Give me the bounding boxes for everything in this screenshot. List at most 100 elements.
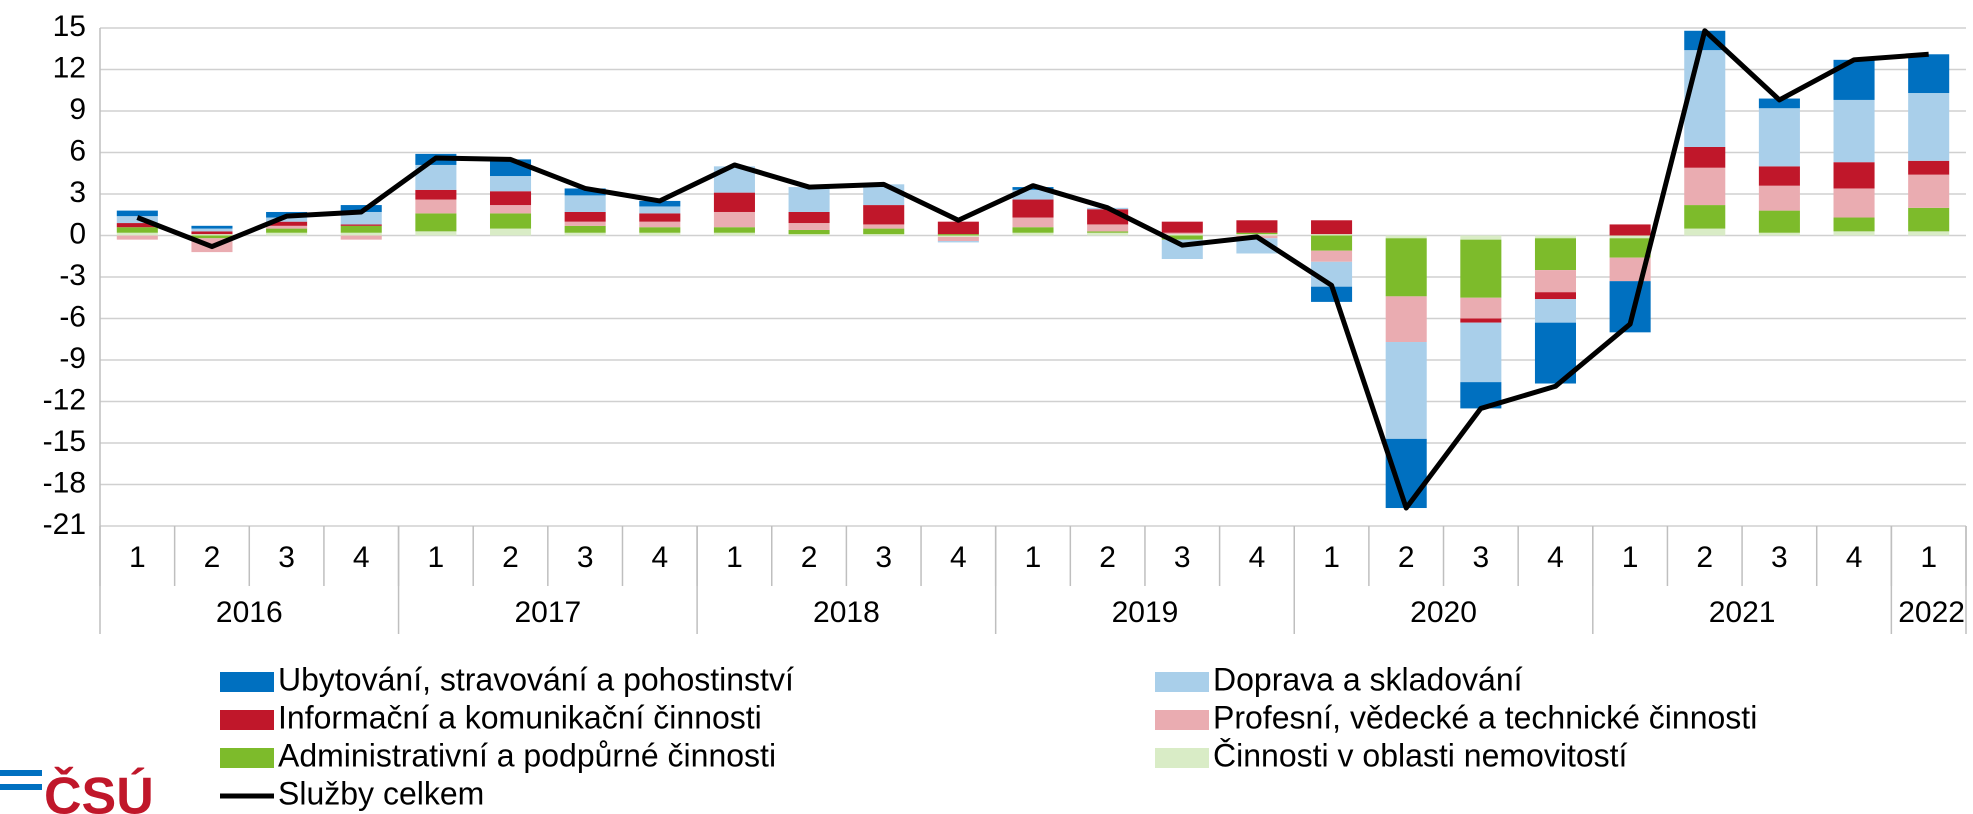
- total-line: [136, 28, 1929, 511]
- x-group-label: 2019: [1112, 596, 1179, 629]
- x-tick-label: 3: [875, 541, 892, 574]
- bar-segment: [489, 213, 532, 229]
- bar-segment: [340, 235, 382, 240]
- x-tick-label: 4: [651, 541, 668, 574]
- x-tick-label: 2: [801, 541, 818, 574]
- x-tick-label: 3: [577, 541, 594, 574]
- bar-segment: [713, 192, 755, 212]
- bar-segment: [191, 231, 233, 235]
- bar-segment: [191, 235, 233, 239]
- bar-segment: [1534, 238, 1577, 271]
- y-tick-label: -18: [43, 466, 86, 499]
- x-tick-label: 3: [1174, 541, 1191, 574]
- bar-segment: [1460, 235, 1502, 240]
- bar-segment: [1684, 50, 1726, 147]
- legend-label: Ubytování, stravování a pohostinství: [278, 661, 794, 697]
- x-tick-label: 1: [1920, 541, 1937, 574]
- bar-segment: [1460, 297, 1502, 319]
- x-tick-label: 3: [1771, 541, 1788, 574]
- bar-segment: [489, 191, 532, 206]
- bar-segment: [1385, 238, 1427, 297]
- x-tick-label: 3: [278, 541, 295, 574]
- bar-segment: [639, 200, 681, 207]
- bar-segment: [1012, 227, 1054, 233]
- bar-segment: [1609, 235, 1651, 239]
- bar-segment: [788, 229, 830, 235]
- bar-segment: [1460, 322, 1502, 383]
- bar-segment: [937, 235, 979, 237]
- y-tick-label: 0: [69, 217, 86, 250]
- bar-segment: [340, 224, 382, 226]
- y-tick-label: 6: [69, 134, 86, 167]
- bar-segment: [1087, 231, 1129, 233]
- bar-segment: [564, 221, 606, 226]
- bar-segment: [1684, 167, 1726, 206]
- bar-segment: [340, 211, 382, 225]
- legend-label: Administrativní a podpůrné činnosti: [278, 737, 776, 773]
- bar-segment: [1236, 220, 1278, 233]
- x-tick-label: 2: [204, 541, 221, 574]
- bar-segment: [1833, 99, 1875, 163]
- bar-segment: [1758, 210, 1800, 233]
- bar-segment: [1684, 146, 1726, 168]
- y-tick-label: -9: [59, 342, 86, 375]
- bar-segment: [1012, 199, 1054, 218]
- bar-segment: [1460, 239, 1502, 298]
- bar-segment: [191, 225, 233, 229]
- bar-segment: [1385, 342, 1427, 439]
- bar-segment: [1908, 160, 1950, 175]
- bar-segment: [564, 211, 606, 222]
- bar-segment: [639, 221, 681, 228]
- bar-segment: [863, 205, 905, 225]
- bar-segment: [1609, 238, 1651, 258]
- x-tick-label: 2: [502, 541, 519, 574]
- bar-segment: [116, 232, 158, 236]
- bar-segment: [1908, 174, 1950, 208]
- bar-segment: [1012, 187, 1054, 190]
- bar-segment: [937, 241, 979, 243]
- x-tick-label: 4: [1249, 541, 1266, 574]
- x-tick-label: 1: [129, 541, 146, 574]
- bar-segment: [415, 213, 457, 232]
- bar-segment: [1684, 228, 1726, 236]
- x-group-label: 2022: [1898, 596, 1965, 629]
- x-tick-label: 1: [1323, 541, 1340, 574]
- x-tick-label: 3: [1472, 541, 1489, 574]
- bar-segment: [1534, 299, 1577, 323]
- bar-segment: [1758, 185, 1800, 211]
- bar-segment: [1161, 232, 1203, 235]
- bar-segment: [1311, 220, 1353, 235]
- y-tick-label: -15: [43, 425, 86, 458]
- x-group-label: 2018: [813, 596, 880, 629]
- bar-segment: [1758, 232, 1800, 236]
- logo-bar: [0, 784, 42, 790]
- bar-segment: [863, 228, 905, 235]
- x-group-label: 2016: [216, 596, 283, 629]
- legend-label: Služby celkem: [278, 775, 484, 811]
- legend-label: Informační a komunikační činnosti: [278, 699, 762, 735]
- bar-segment: [564, 225, 606, 233]
- y-tick-label: -6: [59, 300, 86, 333]
- bar-segment: [1833, 231, 1875, 236]
- bar-segment: [639, 206, 681, 214]
- bar-segment: [415, 199, 457, 214]
- bar-segment: [1161, 235, 1203, 240]
- bar-segment: [1385, 296, 1427, 343]
- bar-segment: [788, 211, 830, 224]
- bar-segment: [564, 232, 606, 236]
- bar-segment: [266, 228, 308, 233]
- legend-swatch: [220, 672, 274, 692]
- legend-swatch: [1155, 710, 1209, 730]
- x-group-label: 2017: [514, 596, 581, 629]
- bar-segment: [1311, 234, 1353, 236]
- y-tick-label: 12: [53, 51, 86, 84]
- bar-segment: [713, 232, 755, 236]
- x-tick-label: 2: [1398, 541, 1415, 574]
- bar-segment: [1758, 166, 1800, 186]
- bar-segment: [266, 232, 308, 236]
- bar-segment: [489, 205, 532, 214]
- bar-segment: [863, 184, 905, 206]
- bar-segment: [266, 217, 308, 222]
- y-tick-label: -21: [43, 508, 86, 541]
- bar-segment: [1758, 98, 1800, 109]
